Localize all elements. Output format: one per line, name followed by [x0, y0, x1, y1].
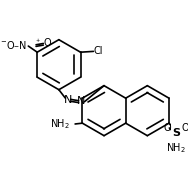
Text: N: N — [77, 96, 86, 106]
Text: $^{-}$O–N: $^{-}$O–N — [1, 39, 27, 51]
Text: NH$_2$: NH$_2$ — [166, 141, 186, 155]
Text: N: N — [64, 95, 72, 105]
Text: $^{+}$: $^{+}$ — [35, 39, 41, 45]
Text: Cl: Cl — [94, 46, 103, 56]
Text: O: O — [44, 38, 52, 48]
Text: S: S — [172, 128, 180, 138]
Text: O: O — [163, 123, 171, 133]
Text: NH$_2$: NH$_2$ — [50, 117, 70, 131]
Text: O: O — [182, 123, 188, 133]
